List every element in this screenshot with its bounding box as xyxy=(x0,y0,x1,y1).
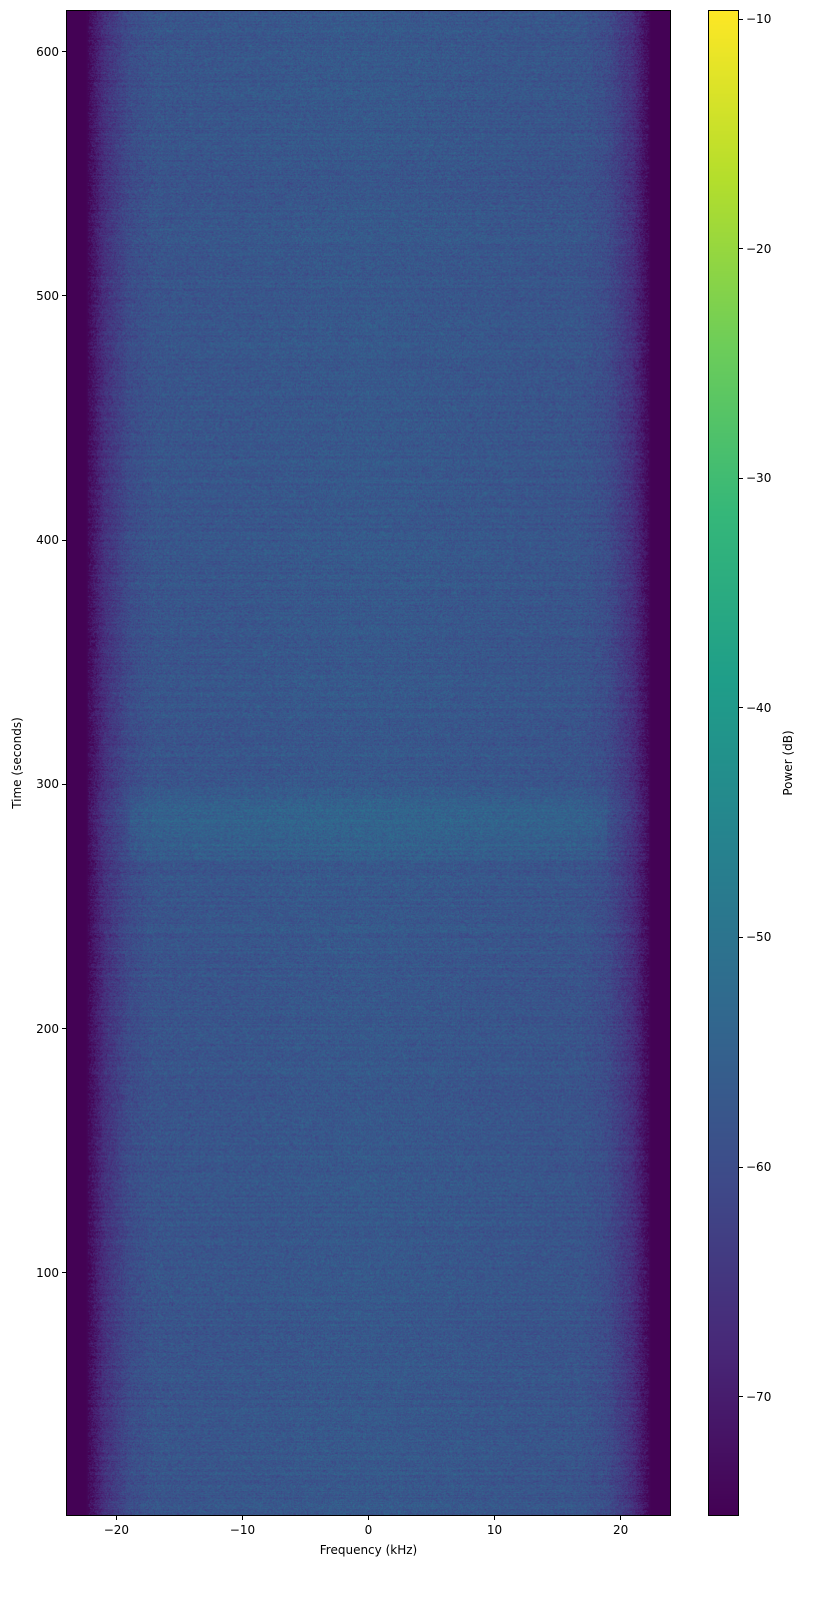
y-tick-label: 200 xyxy=(36,1021,59,1036)
y-tick-label: 300 xyxy=(36,777,59,792)
colorbar-label: Power (dB) xyxy=(781,730,795,796)
x-axis-label: Frequency (kHz) xyxy=(319,1543,418,1557)
colorbar-tick-label: −70 xyxy=(746,1389,772,1404)
y-tick-mark xyxy=(62,1028,66,1030)
colorbar-tick-mark xyxy=(739,18,743,20)
y-tick-mark xyxy=(62,1272,66,1274)
colorbar-tick-label: −30 xyxy=(746,471,772,486)
colorbar-tick-mark xyxy=(739,248,743,250)
x-tick-label: −20 xyxy=(103,1523,130,1537)
colorbar-tick-mark xyxy=(739,1166,743,1168)
spectrogram-heatmap xyxy=(67,11,670,1515)
colorbar-tick-mark xyxy=(739,707,743,709)
x-tick-mark xyxy=(494,1516,496,1520)
y-tick-mark xyxy=(62,295,66,297)
y-tick-mark xyxy=(62,51,66,53)
y-tick-label: 500 xyxy=(36,288,59,303)
x-tick-mark xyxy=(620,1516,622,1520)
y-tick-label: 100 xyxy=(36,1265,59,1280)
colorbar-tick-label: −50 xyxy=(746,930,772,945)
colorbar-tick-mark xyxy=(739,936,743,938)
colorbar xyxy=(708,10,739,1516)
colorbar-tick-label: −40 xyxy=(746,700,772,715)
x-tick-mark xyxy=(241,1516,243,1520)
x-tick-label: 20 xyxy=(612,1523,629,1537)
colorbar-tick-mark xyxy=(739,477,743,479)
x-tick-mark xyxy=(368,1516,369,1520)
y-tick-mark xyxy=(62,783,66,785)
x-tick-label: 10 xyxy=(486,1523,503,1537)
colorbar-tick-label: −20 xyxy=(746,241,772,256)
colorbar-gradient xyxy=(709,11,738,1515)
y-tick-mark xyxy=(62,539,66,541)
x-tick-label: −10 xyxy=(229,1523,256,1537)
y-axis-label: Time (seconds) xyxy=(10,717,24,809)
x-tick-mark xyxy=(115,1516,117,1520)
colorbar-tick-mark xyxy=(739,1396,743,1398)
colorbar-tick-label: −10 xyxy=(746,12,772,27)
y-tick-label: 400 xyxy=(36,533,59,548)
y-tick-label: 600 xyxy=(36,44,59,59)
spectrogram-plot-area xyxy=(66,10,671,1516)
colorbar-tick-label: −60 xyxy=(746,1160,772,1175)
x-tick-label: 0 xyxy=(364,1523,373,1537)
